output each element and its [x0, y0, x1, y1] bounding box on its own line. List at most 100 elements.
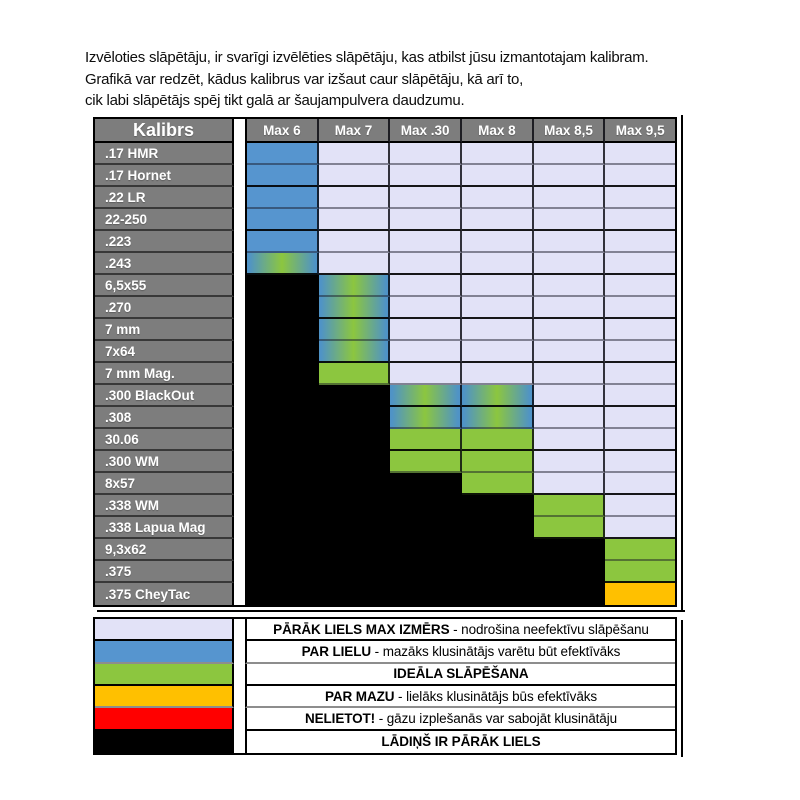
- grid-cell-lav: [605, 473, 676, 495]
- grid-cell-black: [390, 495, 463, 517]
- grid-cell-green: [390, 429, 463, 451]
- grid-cell-black: [247, 429, 319, 451]
- grid-cell-black: [462, 561, 534, 583]
- grid-cell-lav: [605, 209, 676, 231]
- grid-cell-lav: [605, 275, 676, 297]
- grid-cell-lav: [533, 429, 606, 451]
- grid-cell-lav: [390, 297, 463, 319]
- legend-term: PAR MAZU: [324, 688, 395, 704]
- grid-cell-lav: [605, 319, 676, 341]
- grid-cell-lav: [533, 275, 606, 297]
- grid-cell-green: [533, 495, 606, 517]
- grid-cell-lav: [533, 473, 606, 495]
- row-cells: [245, 539, 676, 561]
- caliber-label: .375 CheyTac: [95, 583, 234, 605]
- column-gap: [234, 341, 245, 363]
- row-cells: [245, 473, 676, 495]
- grid-cell-black: [318, 561, 391, 583]
- caliber-label: 9,3x62: [95, 539, 234, 561]
- table-row: .338 Lapua Mag: [95, 517, 676, 539]
- grid-cell-green: [462, 429, 534, 451]
- column-header: Max 9,5: [605, 119, 676, 143]
- grid-cell-grad: [390, 407, 463, 429]
- grid-cell-black: [318, 539, 391, 561]
- grid-cell-green: [390, 451, 463, 473]
- grid-cell-lav: [533, 451, 606, 473]
- intro-line: Grafikā var redzēt, kādus kalibrus var i…: [85, 70, 524, 88]
- intro-line: cik labi slāpētājs spēj tikt galā ar šau…: [85, 92, 465, 109]
- caliber-label: .300 BlackOut: [95, 385, 234, 407]
- table-row: 7 mm: [95, 319, 676, 341]
- grid-cell-grad: [318, 297, 391, 319]
- row-cells: [245, 495, 676, 517]
- legend-text: LĀDIŅŠ IR PĀRĀK LIELS: [245, 730, 675, 753]
- grid-cell-grad: [390, 385, 463, 407]
- grid-cell-lav: [605, 253, 676, 275]
- grid-cell-black: [247, 275, 319, 297]
- caliber-suppressor-table: Kalibrs Max 6 Max 7 Max .30 Max 8 Max 8,5 Max…: [93, 117, 677, 607]
- row-cells: [245, 407, 676, 429]
- table-row: .17 Hornet: [95, 165, 676, 187]
- caliber-label: .270: [95, 297, 234, 319]
- table-row: .17 HMR: [95, 143, 676, 165]
- legend-row: NELIETOT! - gāzu izplešanās var sabojāt …: [95, 708, 675, 731]
- grid-cell-lav: [605, 341, 676, 363]
- grid-cell-black: [390, 583, 463, 605]
- grid-cell-black: [247, 517, 319, 539]
- grid-cell-lav: [390, 143, 463, 165]
- table-row: .308: [95, 407, 676, 429]
- column-gap: [234, 165, 245, 187]
- grid-cell-lav: [462, 275, 534, 297]
- grid-cell-green: [462, 473, 534, 495]
- table-row: 8x57: [95, 473, 676, 495]
- grid-cell-green: [605, 561, 676, 583]
- grid-cell-lav: [318, 143, 391, 165]
- legend-term: PAR LIELU: [301, 643, 372, 659]
- grid-cell-lav: [462, 209, 534, 231]
- table-shadow-right: [681, 115, 683, 612]
- grid-cell-lav: [533, 319, 606, 341]
- grid-cell-black: [390, 539, 463, 561]
- column-gap: [234, 209, 245, 231]
- caliber-label: 30.06: [95, 429, 234, 451]
- legend-term: NELIETOT!: [304, 710, 376, 726]
- row-cells: [245, 517, 676, 539]
- grid-cell-grad: [462, 385, 534, 407]
- grid-cell-lav: [605, 407, 676, 429]
- grid-cell-lav: [605, 429, 676, 451]
- intro-text: Izvēloties slāpētāju, ir svarīgi izvēlēt…: [85, 47, 649, 112]
- table-row: .375: [95, 561, 676, 583]
- grid-cell-lav: [390, 209, 463, 231]
- grid-cell-black: [247, 561, 319, 583]
- column-gap: [234, 451, 245, 473]
- grid-cell-black: [533, 539, 606, 561]
- row-cells: [245, 451, 676, 473]
- grid-cell-lav: [462, 165, 534, 187]
- grid-cell-lav: [533, 363, 606, 385]
- grid-cell-black: [247, 385, 319, 407]
- caliber-label: 8x57: [95, 473, 234, 495]
- column-gap: [234, 319, 245, 341]
- grid-cell-lav: [318, 231, 391, 253]
- grid-cell-lav: [605, 451, 676, 473]
- grid-cell-grad: [462, 407, 534, 429]
- row-cells: [245, 297, 676, 319]
- legend-row: IDEĀLA SLĀPĒŠANA: [95, 663, 675, 686]
- row-cells: [245, 231, 676, 253]
- column-gap: [234, 663, 245, 686]
- table-row: .22 LR: [95, 187, 676, 209]
- caliber-label: .308: [95, 407, 234, 429]
- row-cells: [245, 187, 676, 209]
- grid-cell-black: [318, 495, 391, 517]
- grid-cell-lav: [533, 297, 606, 319]
- grid-cell-lav: [318, 187, 391, 209]
- grid-cell-lav: [390, 275, 463, 297]
- legend-term: IDEĀLA SLĀPĒŠANA: [393, 666, 529, 682]
- grid-cell-lav: [605, 517, 676, 539]
- legend: PĀRĀK LIELS MAX IZMĒRS - nodrošina neefe…: [93, 617, 677, 755]
- legend-row: PAR LIELU - mazāks klusinātājs varētu bū…: [95, 641, 675, 664]
- column-gap: [234, 385, 245, 407]
- row-cells: [245, 209, 676, 231]
- column-gap: [234, 363, 245, 385]
- grid-cell-lav: [605, 495, 676, 517]
